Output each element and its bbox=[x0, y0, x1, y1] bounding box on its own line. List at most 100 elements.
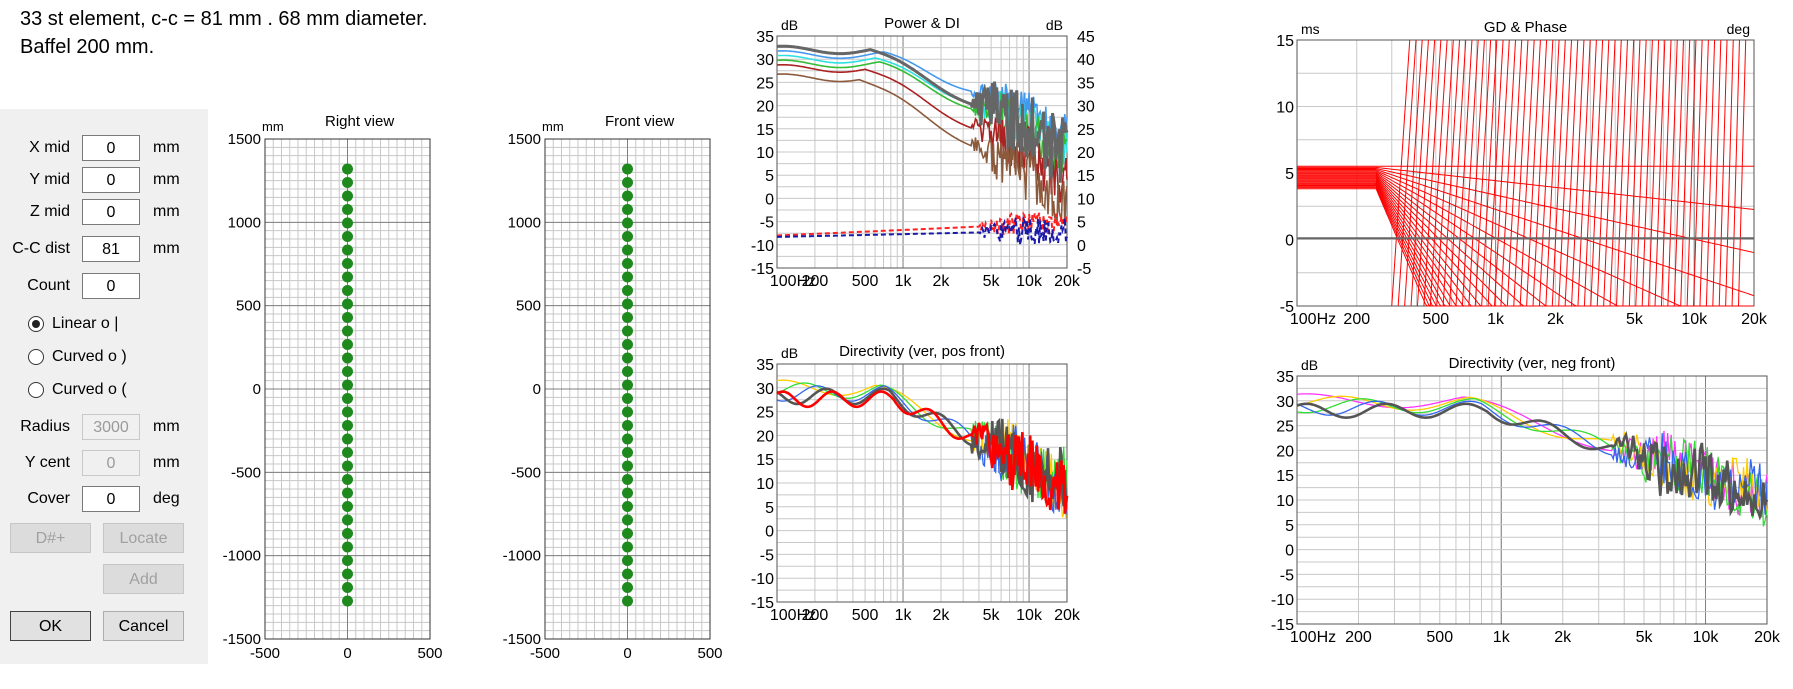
field-label-0: X mid bbox=[29, 139, 70, 156]
plot-y-tick: 15 bbox=[756, 452, 774, 469]
plot-y-tick: -10 bbox=[751, 571, 774, 588]
plot-x-tick: 10k bbox=[1693, 629, 1720, 646]
radio-circle-2[interactable] bbox=[28, 382, 44, 398]
plot-x-tick: 2k bbox=[1547, 311, 1565, 328]
phase-wrap-line bbox=[1705, 39, 1716, 307]
field-input-1[interactable]: 0 bbox=[82, 167, 140, 193]
plot-curve bbox=[1297, 168, 1755, 254]
plot-x-tick: 5k bbox=[1626, 311, 1644, 328]
array-element-dot bbox=[342, 352, 353, 364]
plot-y2-tick: 5 bbox=[1077, 215, 1086, 232]
radio-label-2: Curved o ( bbox=[52, 381, 127, 398]
phase-wrap-line bbox=[1564, 39, 1579, 307]
plot-curve bbox=[776, 387, 1068, 509]
plot-x-tick: 200 bbox=[802, 273, 829, 290]
plot-y2-tick: 30 bbox=[1077, 99, 1095, 116]
power-di-plot: Power & DI dB dB 35 30 25 20 15 10 5 0 -5 -10 -15 45 40… bbox=[751, 16, 1095, 290]
phase-wrap-line bbox=[1673, 39, 1684, 307]
field-input-3[interactable]: 81 bbox=[82, 236, 140, 262]
array-element-dot bbox=[622, 460, 633, 472]
radio-shape-1[interactable]: Curved o ) bbox=[28, 348, 127, 366]
view-y-tick: -1500 bbox=[503, 631, 541, 648]
array-element-dot bbox=[622, 595, 633, 607]
field-label-2: Z mid bbox=[30, 203, 70, 220]
phase-wrap-line bbox=[1635, 39, 1647, 307]
cancel-button[interactable]: Cancel bbox=[103, 611, 184, 641]
field-label-1: Y mid bbox=[29, 171, 70, 188]
plot-left-unit: dB bbox=[1301, 357, 1318, 373]
array-element-dot bbox=[342, 447, 353, 458]
phase-wrap-line bbox=[1474, 39, 1492, 307]
phase-wrap-line bbox=[1551, 39, 1566, 307]
dsharp-button: D#+ bbox=[10, 523, 91, 553]
view-y-tick: -1500 bbox=[223, 631, 261, 648]
radio-shape-0[interactable]: Linear o | bbox=[28, 315, 118, 333]
field-input-4[interactable]: 0 bbox=[82, 273, 140, 299]
array-element-dot bbox=[622, 514, 633, 526]
plot-x-tick: 5k bbox=[1636, 629, 1654, 646]
plot-y-tick: -5 bbox=[1280, 567, 1294, 584]
view-y-tick: 1000 bbox=[228, 214, 261, 231]
plot-curve bbox=[1297, 169, 1755, 297]
array-element-dot bbox=[622, 285, 633, 296]
plot-y-tick: 5 bbox=[765, 500, 774, 517]
phase-wrap-line bbox=[1725, 39, 1734, 307]
plot-y-tick: 0 bbox=[765, 191, 774, 208]
view-y-tick: 0 bbox=[253, 381, 261, 398]
plot-x-tick: 200 bbox=[1343, 311, 1370, 328]
field-unit-3: mm bbox=[153, 240, 180, 257]
radio-label-1: Curved o ) bbox=[52, 348, 127, 365]
array-element-dot bbox=[342, 528, 353, 539]
plot-curve bbox=[776, 390, 1069, 514]
phase-wrap-line bbox=[1493, 39, 1510, 307]
plot-x-tick: 20k bbox=[1054, 607, 1081, 624]
field-input-2[interactable]: 0 bbox=[82, 199, 140, 225]
ok-button[interactable]: OK bbox=[10, 611, 91, 641]
plot-x-tick: 100Hz bbox=[770, 273, 816, 290]
plot-y-tick: 30 bbox=[756, 381, 774, 398]
note-line-2: Baffel 200 mm. bbox=[20, 36, 155, 58]
view-y-tick: 500 bbox=[516, 298, 541, 315]
array-element-dot bbox=[622, 541, 633, 553]
array-element-dot bbox=[342, 460, 353, 472]
plot-y-tick: -5 bbox=[760, 215, 774, 232]
plot-title: Power & DI bbox=[884, 16, 960, 32]
view-x-tick: -500 bbox=[530, 645, 560, 662]
plot-y-tick: -10 bbox=[751, 238, 774, 255]
array-element-dot bbox=[342, 339, 353, 350]
phase-wrap-line bbox=[1590, 39, 1604, 307]
view-y-tick: 1500 bbox=[508, 131, 541, 148]
disabled-label-1: Y cent bbox=[24, 454, 70, 471]
field-label-4: Count bbox=[27, 277, 70, 294]
view-x-tick: -500 bbox=[250, 645, 280, 662]
cover-input[interactable]: 0 bbox=[82, 486, 140, 512]
plot-y-tick: 10 bbox=[1276, 100, 1294, 117]
plot-y-tick: -15 bbox=[751, 261, 774, 278]
radio-circle-1[interactable] bbox=[28, 349, 44, 365]
view-x-tick: 500 bbox=[417, 645, 442, 662]
array-element-dot bbox=[342, 312, 353, 323]
array-element-dot bbox=[342, 285, 353, 296]
plot-title: GD & Phase bbox=[1484, 19, 1567, 36]
plot-y-tick: 35 bbox=[1276, 369, 1294, 386]
disabled-label-0: Radius bbox=[20, 418, 70, 435]
phase-wrap-line bbox=[1513, 39, 1529, 307]
plot-y-tick: 20 bbox=[756, 99, 774, 116]
array-element-dot bbox=[342, 271, 353, 283]
view-y-tick: 1500 bbox=[228, 131, 261, 148]
phase-wrap-line bbox=[1615, 39, 1628, 307]
array-element-dot bbox=[342, 474, 353, 485]
plot-right-unit: deg bbox=[1727, 21, 1750, 37]
field-input-0[interactable]: 0 bbox=[82, 135, 140, 161]
plot-y-tick: 15 bbox=[756, 122, 774, 139]
radio-shape-2[interactable]: Curved o ( bbox=[28, 381, 127, 399]
array-element-dot bbox=[622, 244, 633, 256]
plot-x-tick: 200 bbox=[802, 607, 829, 624]
array-element-dot bbox=[622, 433, 633, 445]
array-element-dot bbox=[342, 595, 353, 607]
radio-circle-0[interactable] bbox=[28, 316, 44, 332]
array-element-dot bbox=[342, 379, 353, 391]
phase-wrap-line bbox=[1731, 39, 1740, 307]
right-view-panel: Right viewmm150010005000-500-1000-1500-5… bbox=[210, 109, 480, 664]
